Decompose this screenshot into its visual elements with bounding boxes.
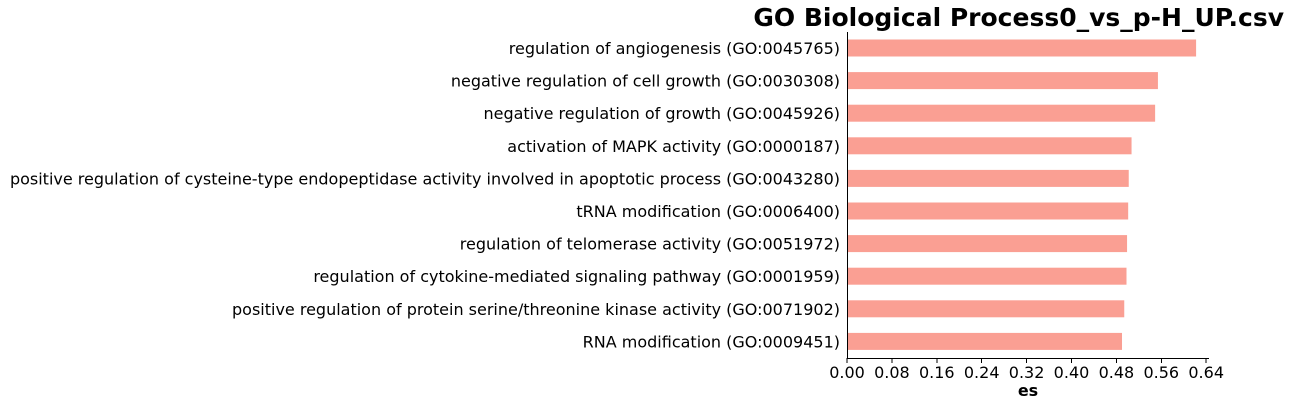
bar-4	[847, 169, 1129, 187]
category-label-3: activation of MAPK activity (GO:0000187)	[507, 137, 840, 156]
x-axis-ticks: 0.00 0.08 0.16 0.24 0.32 0.40 0.48 0.56 0.64	[829, 358, 1224, 382]
bar-5	[847, 202, 1129, 220]
category-label-9: RNA modification (GO:0009451)	[583, 332, 840, 351]
chart-title: GO Biological Process0_vs_p-H_UP.csv	[753, 3, 1284, 32]
bar-7	[847, 267, 1127, 285]
category-label-2: negative regulation of growth (GO:004592…	[483, 104, 840, 123]
x-tick-label-4: 0.32	[1009, 363, 1045, 382]
bar-0	[847, 39, 1197, 57]
x-tick-label-2: 0.16	[919, 363, 955, 382]
x-tick-label-8: 0.64	[1188, 363, 1224, 382]
category-label-0: regulation of angiogenesis (GO:0045765)	[509, 39, 840, 58]
x-tick-label-0: 0.00	[829, 363, 865, 382]
bars-group	[847, 39, 1197, 350]
bar-2	[847, 104, 1156, 122]
x-tick-label-3: 0.24	[964, 363, 1000, 382]
bar-3	[847, 137, 1132, 155]
bar-1	[847, 72, 1158, 90]
category-label-6: regulation of telomerase activity (GO:00…	[460, 235, 840, 254]
x-tick-label-6: 0.48	[1099, 363, 1135, 382]
category-label-8: positive regulation of protein serine/th…	[232, 300, 840, 319]
x-tick-label-1: 0.08	[874, 363, 910, 382]
category-label-4: positive regulation of cysteine-type end…	[10, 169, 840, 188]
bar-9	[847, 332, 1123, 350]
category-label-1: negative regulation of cell growth (GO:0…	[451, 72, 840, 91]
bar-8	[847, 300, 1125, 318]
x-tick-label-7: 0.56	[1143, 363, 1179, 382]
category-label-7: regulation of cytokine-mediated signalin…	[313, 267, 840, 286]
category-labels: regulation of angiogenesis (GO:0045765) n…	[10, 39, 840, 351]
x-axis-label: es	[1018, 381, 1038, 400]
x-tick-label-5: 0.40	[1054, 363, 1090, 382]
bar-6	[847, 235, 1128, 253]
category-label-5: tRNA modification (GO:0006400)	[576, 202, 840, 221]
